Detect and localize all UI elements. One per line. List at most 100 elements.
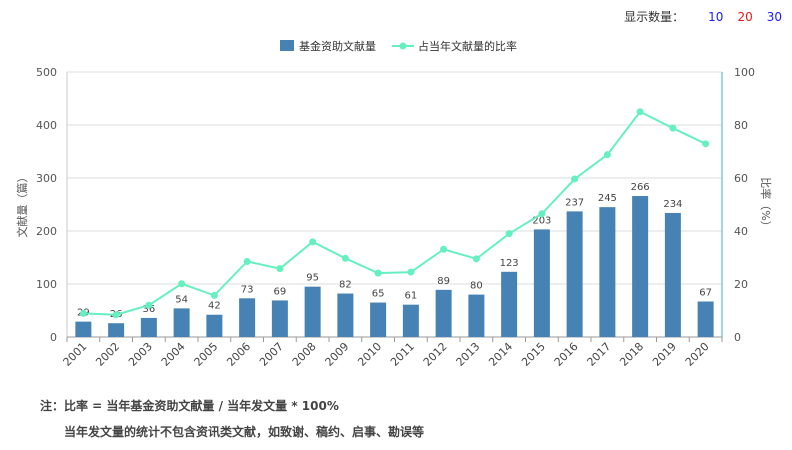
x-tick-label-2020: 2020 [683, 340, 712, 369]
bar-2011 [402, 304, 419, 337]
display-count-control: 显示数量： 10 20 30 [624, 8, 782, 25]
y-tick-label-left: 200 [36, 225, 57, 238]
display-count-10-option[interactable]: 10 [708, 9, 724, 24]
bar-2009 [337, 293, 354, 337]
bar-2016 [566, 211, 583, 337]
ratio-line [83, 110, 707, 316]
legend-line-marker [399, 42, 407, 50]
bar-2020 [697, 301, 714, 337]
y-tick-label-left: 400 [36, 119, 57, 132]
bar-2019 [664, 212, 681, 337]
bar-2013 [468, 294, 485, 337]
x-tick-label-2007: 2007 [257, 340, 286, 369]
bar-label-2004: 54 [175, 294, 188, 305]
bar-label-2012: 89 [437, 276, 450, 287]
display-count-30-option[interactable]: 30 [766, 9, 782, 24]
ratio-point-2015 [538, 210, 546, 218]
x-tick-label-2012: 2012 [421, 340, 450, 369]
bar-label-2020: 67 [699, 287, 712, 298]
y-tick-label-left: 100 [36, 278, 57, 291]
y-axis-title-right: 比率（%） [759, 177, 773, 231]
bar-label-2011: 61 [405, 291, 418, 302]
y-tick-label-right: 60 [734, 172, 748, 185]
bar-label-2019: 234 [663, 199, 682, 210]
ratio-point-2001 [79, 309, 87, 317]
x-tick-label-2005: 2005 [192, 340, 221, 369]
y-axis-title-left: 文献量（篇） [15, 172, 29, 238]
ratio-point-2005 [210, 291, 218, 299]
ratio-point-2016 [571, 175, 579, 183]
bar-2010 [370, 302, 387, 337]
y-tick-label-right: 0 [734, 331, 741, 344]
ratio-point-2007 [276, 265, 284, 273]
bar-label-2008: 95 [306, 273, 319, 284]
x-tick-label-2004: 2004 [159, 340, 188, 369]
bar-2005 [206, 314, 223, 337]
ratio-point-2010 [374, 269, 382, 277]
bar-2008 [304, 286, 321, 337]
display-count-label: 显示数量： [624, 10, 685, 24]
bar-2014 [501, 271, 518, 337]
ratio-point-2018 [636, 108, 644, 116]
x-tick-label-2008: 2008 [290, 340, 319, 369]
bar-2002 [108, 323, 125, 337]
x-tick-label-2011: 2011 [388, 340, 417, 369]
y-tick-label-left: 300 [36, 172, 57, 185]
ratio-point-2003 [145, 301, 153, 309]
ratio-point-2020 [702, 140, 710, 148]
bar-label-2013: 80 [470, 281, 483, 292]
x-tick-label-2015: 2015 [519, 340, 548, 369]
bar-label-2009: 82 [339, 280, 352, 291]
bar-label-2010: 65 [372, 289, 385, 300]
ratio-point-2006 [243, 257, 251, 265]
ratio-point-2019 [669, 124, 677, 132]
y-tick-label-right: 80 [734, 119, 748, 132]
bar-label-2005: 42 [208, 301, 221, 312]
x-tick-label-2017: 2017 [585, 340, 614, 369]
x-tick-label-2002: 2002 [93, 340, 122, 369]
bar-2004 [173, 308, 190, 337]
x-tick-label-2018: 2018 [617, 340, 646, 369]
chart: 0 100 200 300 400 500 0 20 40 60 80 100 文献量（篇） 比率（%） 2… [15, 39, 773, 369]
bar-2018 [632, 196, 649, 337]
ratio-point-2009 [341, 254, 349, 262]
bar-label-2018: 266 [631, 182, 650, 193]
note-ratio-definition: 注：比率 = 当年基金资助文献量 / 当年发文量 * 100% [40, 399, 339, 413]
ratio-point-2013 [472, 255, 480, 263]
bar-label-2014: 123 [500, 258, 519, 269]
y-tick-label-left: 500 [36, 66, 57, 79]
bar-2017 [599, 207, 616, 337]
x-tick-label-2001: 2001 [61, 340, 90, 369]
ratio-point-2011 [407, 268, 415, 276]
bar-label-2007: 69 [274, 286, 287, 297]
y-tick-label-right: 100 [734, 66, 755, 79]
bar-2015 [533, 229, 550, 337]
x-tick-label-2006: 2006 [224, 340, 253, 369]
bar-label-2006: 73 [241, 284, 254, 295]
ratio-point-2004 [178, 280, 186, 288]
ratio-point-2017 [603, 151, 611, 159]
y-tick-label-left: 0 [50, 331, 57, 344]
bar-2007 [271, 300, 288, 337]
x-tick-label-2009: 2009 [323, 340, 352, 369]
legend-bar-label: 基金资助文献量 [299, 39, 376, 53]
bar-2001 [75, 321, 92, 337]
bar-2012 [435, 289, 452, 337]
x-tick-label-2010: 2010 [355, 340, 384, 369]
y-tick-label-right: 40 [734, 225, 748, 238]
ratio-point-2008 [309, 238, 317, 246]
bar-label-2003: 36 [143, 304, 156, 315]
bar-2006 [239, 298, 256, 337]
bar-2003 [140, 317, 157, 337]
x-tick-label-2003: 2003 [126, 340, 155, 369]
display-count-20-option[interactable]: 20 [737, 9, 753, 24]
y-tick-label-right: 20 [734, 278, 748, 291]
x-tick-label-2014: 2014 [486, 340, 515, 369]
legend-bar-swatch [280, 40, 294, 51]
ratio-point-2012 [440, 245, 448, 253]
x-tick-label-2019: 2019 [650, 340, 679, 369]
x-tick-label-2013: 2013 [454, 340, 483, 369]
legend-line-label: 占当年文献量的比率 [418, 39, 517, 53]
note-count-scope: 当年发文量的统计不包含资讯类文献，如致谢、稿约、启事、勘误等 [64, 425, 425, 439]
ratio-point-2014 [505, 230, 513, 238]
